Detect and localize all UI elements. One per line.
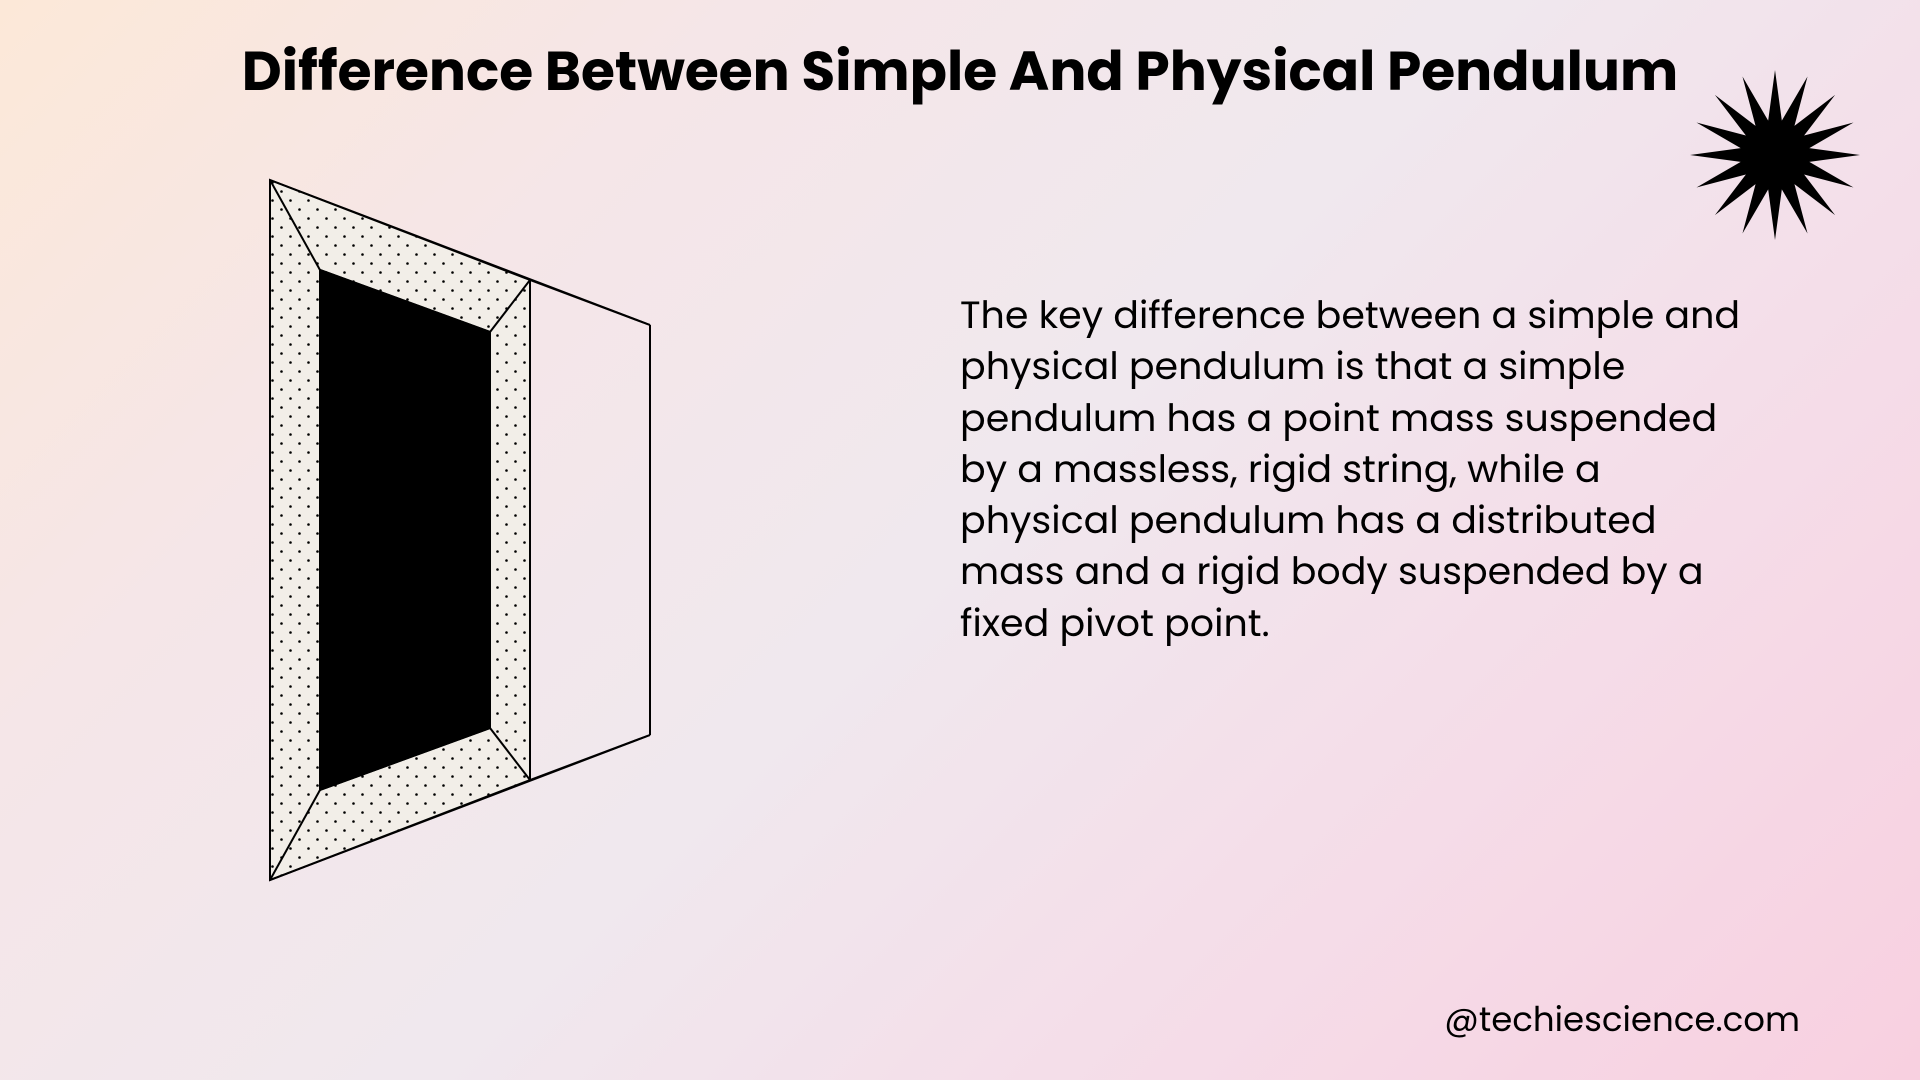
body-text: The key difference between a simple and … [960, 290, 1760, 649]
isometric-frame-illustration [250, 160, 680, 900]
starburst-icon [1690, 70, 1860, 240]
page-title: Difference Between Simple And Physical P… [242, 30, 1678, 113]
attribution-text: @techiescience.com [1444, 994, 1800, 1045]
